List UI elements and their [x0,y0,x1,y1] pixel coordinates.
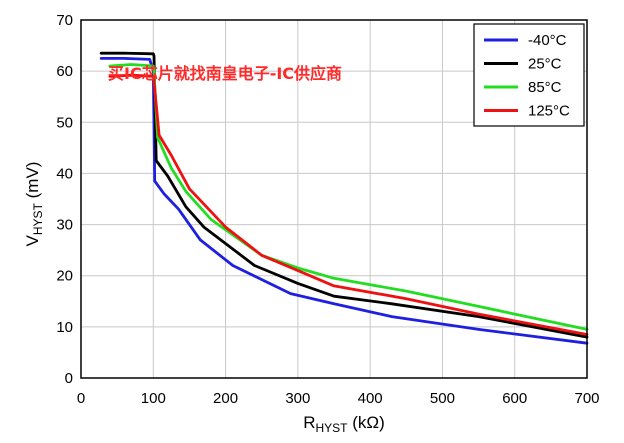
x-tick-label: 400 [358,390,383,407]
x-tick-label: 200 [213,390,238,407]
x-axis-ticks: 0 100 200 300 400 500 600 700 [77,390,600,407]
legend: -40°C 25°C 85°C 125°C [473,23,585,127]
series-line [99,57,589,345]
y-tick-label: 50 [56,114,73,131]
legend-label: 85°C [528,79,562,96]
y-tick-label: 70 [56,12,73,29]
y-tick-label: 0 [65,370,73,387]
y-tick-label: 40 [56,165,73,182]
series-line [108,73,589,336]
y-tick-label: 30 [56,217,73,234]
legend-label: 125°C [528,103,570,120]
x-tick-label: 500 [430,390,455,407]
legend-label: -40°C [528,32,567,49]
x-tick-label: 300 [285,390,310,407]
y-axis-ticks: 0 10 20 30 40 50 60 70 [56,12,73,387]
series-lines [99,51,589,345]
y-tick-label: 10 [56,319,73,336]
series-line [99,51,589,339]
watermark-text: 买IC芯片就找南皇电子-IC供应商 [108,64,342,83]
plot-area-frame [80,19,588,379]
x-tick-label: 600 [502,390,527,407]
x-tick-label: 700 [574,390,599,407]
legend-label: 25°C [528,56,562,73]
x-axis-title: RHYST (kΩ) [303,413,385,435]
y-axis-title: VHYST (mV) [23,162,45,247]
x-tick-label: 100 [141,390,166,407]
x-tick-label: 0 [77,390,85,407]
series-line [108,63,589,331]
y-tick-label: 20 [56,268,73,285]
y-tick-label: 60 [56,63,73,80]
